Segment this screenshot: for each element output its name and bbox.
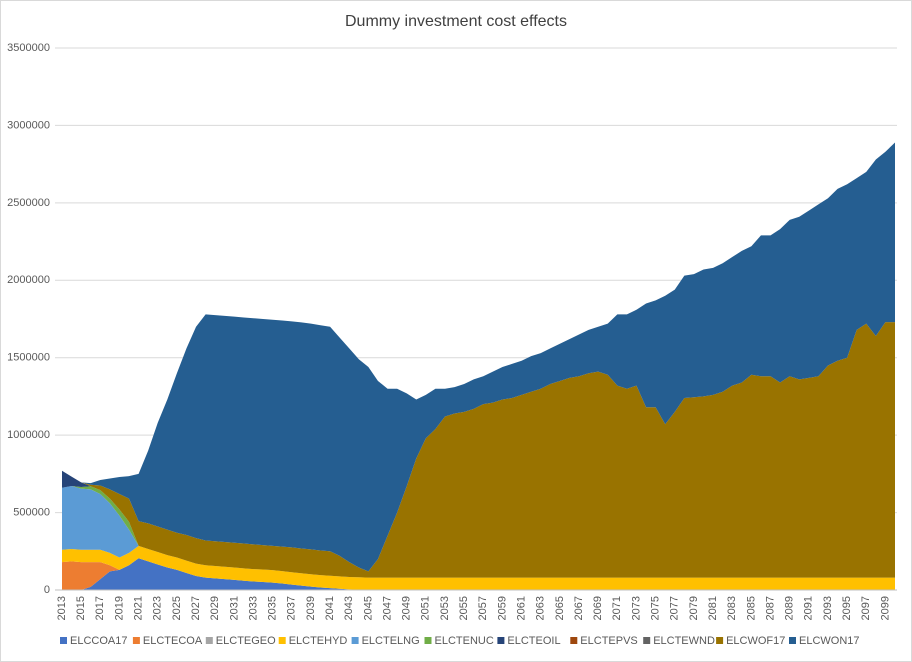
- x-tick-label: 2091: [803, 596, 815, 620]
- x-tick-label: 2069: [592, 596, 604, 620]
- x-tick-label: 2057: [477, 596, 489, 620]
- x-tick-label: 2095: [841, 596, 853, 620]
- x-tick-label: 2055: [458, 596, 470, 620]
- legend-swatch: [497, 637, 505, 644]
- y-tick-label: 0: [44, 584, 50, 596]
- legend-label: ELCWOF17: [726, 635, 785, 647]
- legend-label: ELCWON17: [799, 635, 860, 647]
- y-tick-label: 3000000: [7, 119, 50, 131]
- legend-swatch: [570, 637, 578, 644]
- x-tick-label: 2023: [152, 596, 164, 620]
- x-tick-label: 2079: [688, 596, 700, 620]
- legend-label: ELCTECOA: [143, 635, 203, 647]
- legend-label: ELCTEWND: [653, 635, 715, 647]
- x-tick-label: 2013: [56, 596, 68, 620]
- legend-swatch: [278, 637, 286, 644]
- area: [62, 322, 895, 578]
- x-tick-label: 2067: [573, 596, 585, 620]
- y-tick-label: 1500000: [7, 352, 50, 364]
- y-tick-label: 1000000: [7, 429, 50, 441]
- x-tick-label: 2093: [822, 596, 834, 620]
- x-tick-label: 2081: [707, 596, 719, 620]
- x-tick-label: 2065: [554, 596, 566, 620]
- x-tick-label: 2043: [343, 596, 355, 620]
- legend-swatch: [132, 637, 140, 644]
- x-tick-label: 2063: [535, 596, 547, 620]
- x-tick-label: 2053: [439, 596, 451, 620]
- x-tick-label: 2031: [228, 596, 240, 620]
- x-tick-label: 2035: [267, 596, 279, 620]
- legend-label: ELCTELNG: [362, 635, 420, 647]
- legend-swatch: [789, 637, 796, 644]
- legend-label: ELCTENUC: [435, 635, 494, 647]
- x-tick-label: 2061: [515, 596, 527, 620]
- chart-title: Dummy investment cost effects: [345, 13, 567, 30]
- legend-swatch: [351, 637, 359, 644]
- x-tick-label: 2071: [611, 596, 623, 620]
- y-tick-label: 500000: [13, 506, 50, 518]
- legend-label: ELCTEPVS: [580, 635, 637, 647]
- x-tick-label: 2097: [860, 596, 872, 620]
- y-tick-label: 2500000: [7, 197, 50, 209]
- legend-swatch: [60, 637, 67, 644]
- y-tick-label: 3500000: [7, 42, 50, 54]
- x-tick-label: 2083: [726, 596, 738, 620]
- x-tick-label: 2051: [420, 596, 432, 620]
- legend-label: ELCCOA17: [70, 635, 127, 647]
- x-tick-label: 2025: [171, 596, 183, 620]
- y-tick-label: 2000000: [7, 274, 50, 286]
- x-tick-label: 2087: [764, 596, 776, 620]
- legend-swatch: [424, 637, 432, 644]
- area: [62, 142, 895, 572]
- x-tick-label: 2037: [286, 596, 298, 620]
- x-tick-label: 2019: [113, 596, 125, 620]
- x-tick-label: 2045: [362, 596, 374, 620]
- x-tick-label: 2033: [247, 596, 259, 620]
- x-tick-label: 2017: [94, 596, 106, 620]
- x-tick-label: 2047: [381, 596, 393, 620]
- x-tick-label: 2049: [401, 596, 413, 620]
- x-tick-label: 2073: [630, 596, 642, 620]
- x-tick-label: 2027: [190, 596, 202, 620]
- legend-label: ELCTEOIL: [507, 635, 560, 647]
- legend-swatch: [643, 637, 651, 644]
- legend-swatch: [205, 637, 213, 644]
- legend-label: ELCTEGEO: [216, 635, 276, 647]
- x-tick-label: 2041: [324, 596, 336, 620]
- x-tick-label: 2089: [784, 596, 796, 620]
- area: [62, 545, 895, 590]
- x-tick-label: 2059: [496, 596, 508, 620]
- area: [62, 558, 895, 590]
- x-tick-label: 2021: [133, 596, 145, 620]
- x-tick-label: 2085: [745, 596, 757, 620]
- x-tick-label: 2015: [75, 596, 87, 620]
- x-tick-label: 2039: [305, 596, 317, 620]
- x-tick-label: 2077: [669, 596, 681, 620]
- x-tick-label: 2029: [209, 596, 221, 620]
- legend-swatch: [716, 637, 724, 644]
- x-tick-label: 2099: [879, 596, 891, 620]
- x-tick-label: 2075: [650, 596, 662, 620]
- legend-label: ELCTEHYD: [289, 635, 348, 647]
